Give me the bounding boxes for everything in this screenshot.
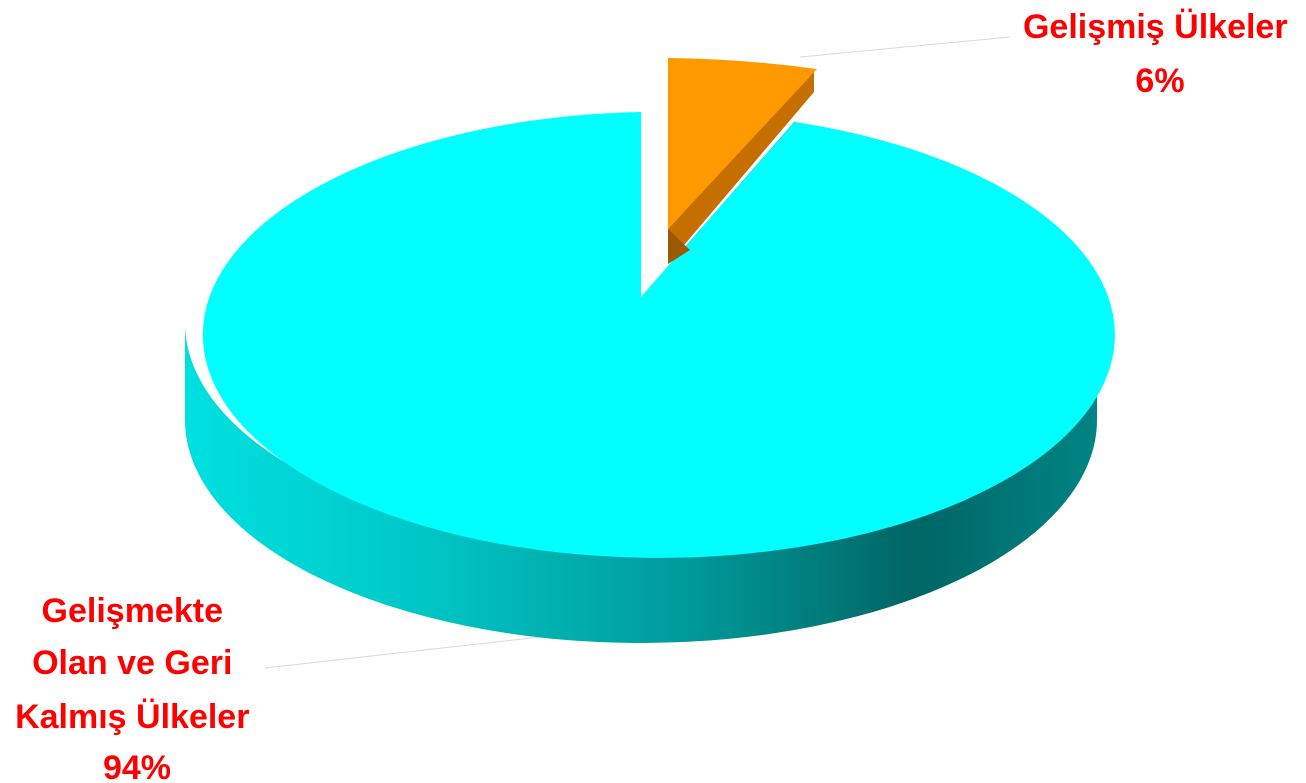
pie-slice-inner-face-gelismis	[668, 229, 690, 264]
pie-slice-gelismis	[668, 58, 817, 229]
slice-label-gelismekte-line-2: Olan ve Geri	[32, 644, 232, 682]
slice-label-gelismekte-line-3: Kalmış Ülkeler	[15, 698, 249, 736]
leader-line-gelismekte	[264, 636, 541, 669]
slice-label-gelismekte-line-1: Gelişmekte	[42, 592, 223, 630]
pie-slice-side-gelismekte	[185, 323, 1097, 643]
pie-slice-gelismekte	[202, 112, 1115, 558]
slice-label-gelismis-line-1: Gelişmiş Ülkeler	[1023, 8, 1288, 46]
slice-label-gelismekte-line-4: 94%	[103, 749, 171, 783]
pie-slice-side-gelismis	[668, 70, 814, 264]
slice-label-gelismis: Gelişmiş Ülkeler 6%	[1023, 8, 1297, 100]
slice-label-gelismis-line-2: 6%	[1135, 62, 1184, 100]
leader-line-gelismis	[799, 36, 1011, 58]
slice-label-gelismekte: Gelişmekte Olan ve Geri Kalmış Ülkeler 9…	[15, 592, 259, 783]
